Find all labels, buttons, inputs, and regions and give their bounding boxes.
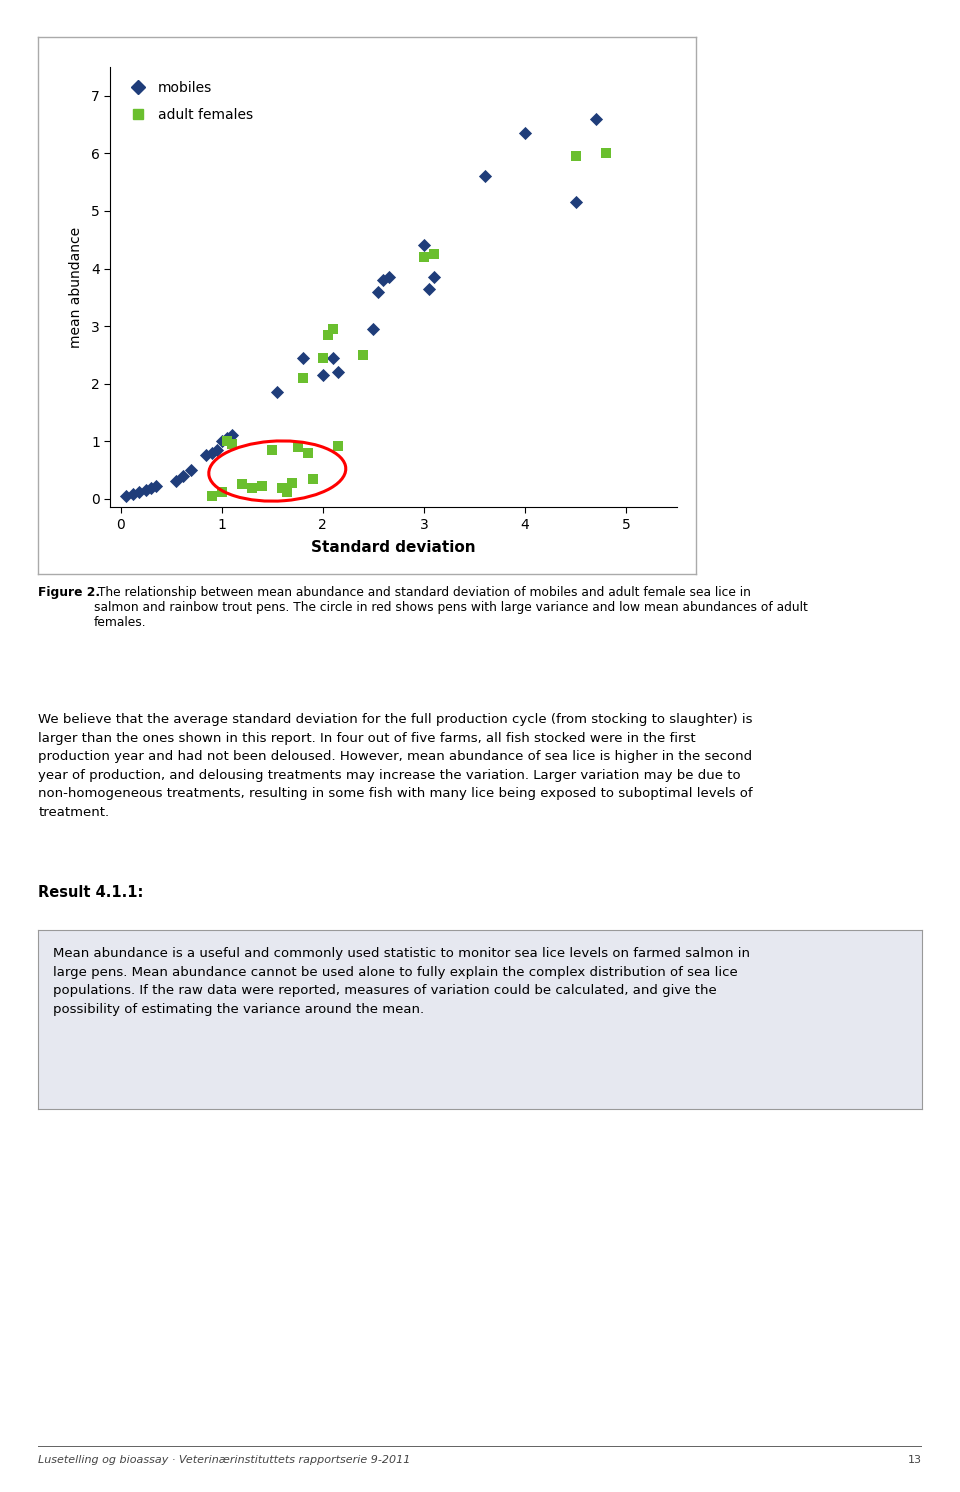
Point xyxy=(517,121,533,145)
Point xyxy=(125,482,140,506)
Point xyxy=(568,145,584,169)
Point xyxy=(279,480,295,504)
Point xyxy=(568,191,584,215)
Text: Figure 2.: Figure 2. xyxy=(38,586,101,600)
Point xyxy=(371,279,386,303)
Point xyxy=(265,437,280,461)
Point xyxy=(285,470,300,494)
Point xyxy=(204,483,219,507)
Point xyxy=(417,234,432,258)
Point xyxy=(199,443,214,467)
Text: Mean abundance is a useful and commonly used statistic to monitor sea lice level: Mean abundance is a useful and commonly … xyxy=(53,947,750,1016)
Point xyxy=(176,464,191,488)
Point xyxy=(219,430,234,454)
Point xyxy=(270,380,285,404)
Point xyxy=(295,366,310,389)
Point xyxy=(254,474,270,498)
Point xyxy=(330,434,346,458)
Point xyxy=(421,276,437,300)
Point xyxy=(244,476,259,500)
X-axis label: Standard deviation: Standard deviation xyxy=(311,540,476,555)
Point xyxy=(477,164,492,188)
Point xyxy=(214,480,229,504)
Point xyxy=(224,433,239,457)
Point xyxy=(375,269,391,292)
Y-axis label: mean abundance: mean abundance xyxy=(69,227,83,348)
Point xyxy=(417,245,432,269)
Point xyxy=(426,242,442,266)
Point xyxy=(168,470,183,494)
Point xyxy=(143,476,158,500)
Point xyxy=(366,316,381,340)
Text: 13: 13 xyxy=(907,1455,922,1465)
Point xyxy=(305,467,321,491)
Point xyxy=(300,440,315,464)
Text: We believe that the average standard deviation for the full production cycle (fr: We believe that the average standard dev… xyxy=(38,713,753,819)
Point xyxy=(598,142,613,166)
Point xyxy=(209,437,225,461)
Point xyxy=(290,436,305,460)
Point xyxy=(315,346,330,370)
Point xyxy=(295,346,310,370)
Point xyxy=(219,427,234,451)
Point xyxy=(588,107,604,131)
Point xyxy=(321,322,336,346)
Point xyxy=(131,480,146,504)
Point xyxy=(426,266,442,289)
Legend: mobiles, adult females: mobiles, adult females xyxy=(117,75,260,128)
Point xyxy=(381,266,396,289)
Point xyxy=(275,476,290,500)
Text: Lusetelling og bioassay · Veterinærinstituttets rapportserie 9-2011: Lusetelling og bioassay · Veterinærinsti… xyxy=(38,1455,411,1465)
Point xyxy=(204,440,219,464)
Text: The relationship between mean abundance and standard deviation of mobiles and ad: The relationship between mean abundance … xyxy=(94,586,808,630)
Point xyxy=(118,483,133,507)
Point xyxy=(315,363,330,386)
Point xyxy=(325,346,341,370)
Point xyxy=(234,473,250,497)
Point xyxy=(325,316,341,340)
Point xyxy=(148,474,163,498)
Point xyxy=(224,424,239,448)
Point xyxy=(214,430,229,454)
Point xyxy=(138,477,154,501)
Point xyxy=(183,458,199,482)
Point xyxy=(355,343,371,367)
Point xyxy=(330,360,346,383)
Text: Result 4.1.1:: Result 4.1.1: xyxy=(38,885,144,900)
